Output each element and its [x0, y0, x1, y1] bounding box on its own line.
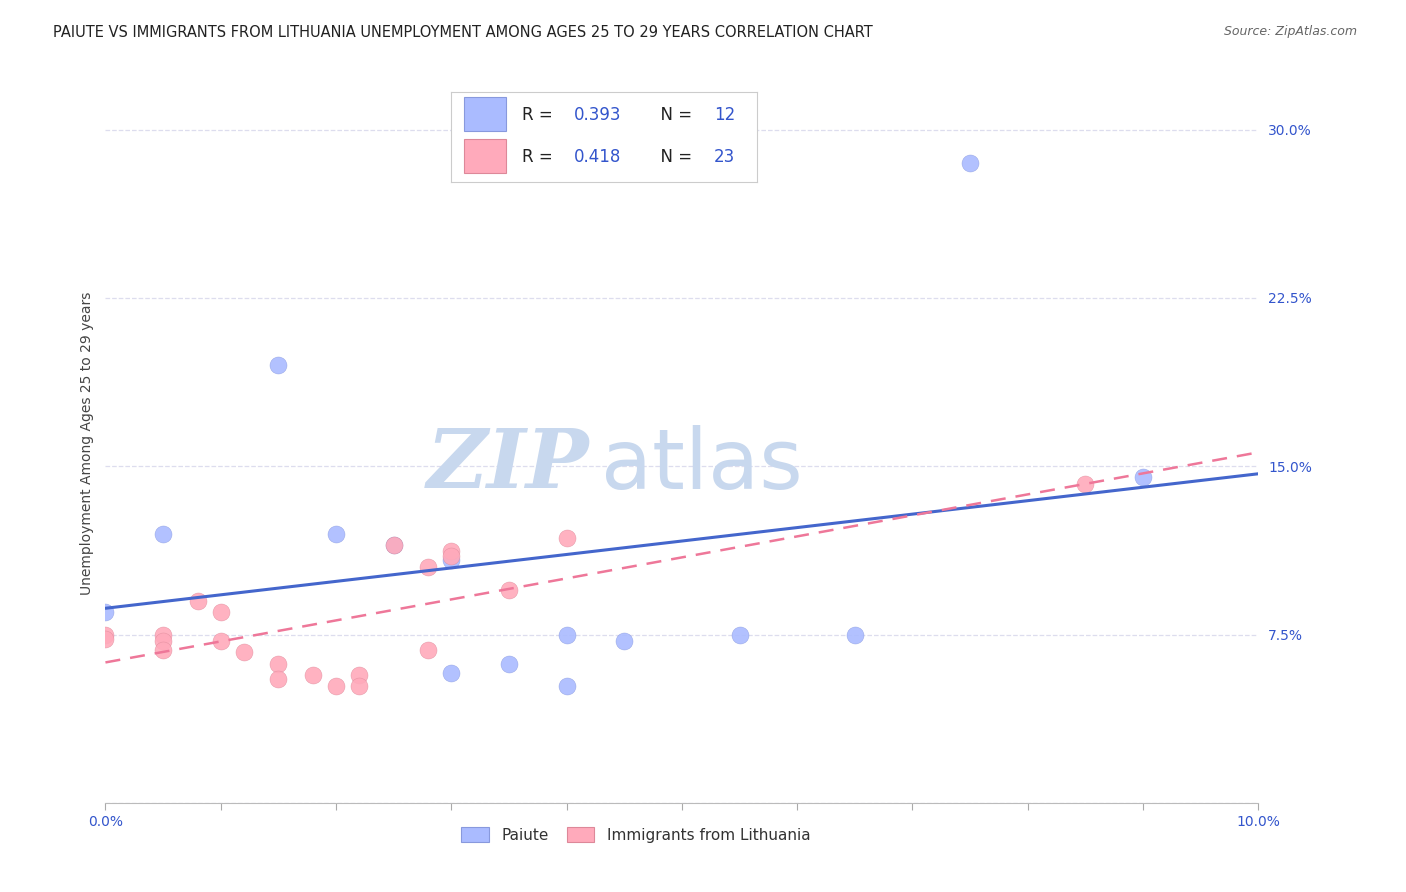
Point	[325, 526, 347, 541]
Point	[418, 560, 440, 574]
Text: PAIUTE VS IMMIGRANTS FROM LITHUANIA UNEMPLOYMENT AMONG AGES 25 TO 29 YEARS CORRE: PAIUTE VS IMMIGRANTS FROM LITHUANIA UNEM…	[53, 25, 873, 40]
Point	[382, 538, 405, 552]
Point	[844, 627, 866, 641]
Point	[94, 627, 117, 641]
Text: ZIP: ZIP	[427, 425, 589, 505]
Point	[418, 643, 440, 657]
Point	[347, 668, 370, 682]
Point	[498, 582, 520, 597]
Point	[347, 679, 370, 693]
Text: Source: ZipAtlas.com: Source: ZipAtlas.com	[1223, 25, 1357, 38]
Point	[302, 668, 325, 682]
Point	[959, 156, 981, 170]
Point	[440, 549, 463, 563]
Point	[440, 553, 463, 567]
Point	[94, 605, 117, 619]
Point	[152, 627, 174, 641]
Y-axis label: Unemployment Among Ages 25 to 29 years: Unemployment Among Ages 25 to 29 years	[80, 292, 94, 596]
Point	[152, 634, 174, 648]
Point	[440, 665, 463, 680]
Point	[1132, 470, 1154, 484]
Point	[267, 673, 290, 687]
Point	[613, 634, 636, 648]
Point	[267, 657, 290, 671]
Point	[728, 627, 751, 641]
Point	[209, 605, 232, 619]
Point	[267, 358, 290, 372]
Text: atlas: atlas	[602, 425, 803, 506]
Point	[232, 645, 254, 659]
Point	[440, 544, 463, 558]
Point	[152, 643, 174, 657]
Point	[555, 627, 578, 641]
Legend: Paiute, Immigrants from Lithuania: Paiute, Immigrants from Lithuania	[456, 822, 817, 849]
Point	[187, 594, 209, 608]
Point	[382, 538, 405, 552]
Point	[94, 632, 117, 646]
Point	[498, 657, 520, 671]
Point	[555, 531, 578, 545]
Point	[1074, 477, 1097, 491]
Point	[152, 526, 174, 541]
Point	[555, 679, 578, 693]
Point	[209, 634, 232, 648]
Point	[325, 679, 347, 693]
